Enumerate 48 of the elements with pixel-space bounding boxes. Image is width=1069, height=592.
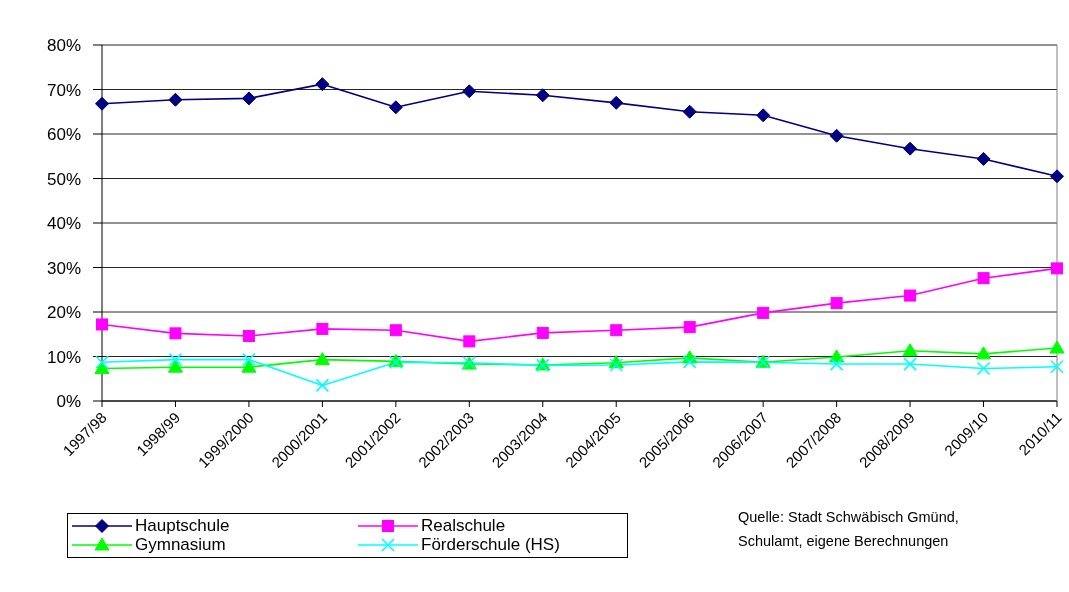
y-tick-label: 60% [46, 125, 81, 145]
point [1050, 169, 1064, 184]
y-tick-label: 40% [46, 214, 81, 234]
y-tick-label: 50% [46, 169, 81, 189]
point [314, 352, 330, 366]
legend-label: Hauptschule [135, 516, 230, 535]
y-tick-label: 20% [46, 303, 81, 323]
point [169, 327, 182, 340]
point [535, 88, 550, 103]
point [903, 141, 918, 156]
y-tick-label: 30% [46, 258, 81, 278]
y-tick-label: 10% [46, 347, 81, 367]
point [1049, 340, 1065, 354]
legend-label: Gymnasium [135, 535, 226, 554]
y-tick-label: 70% [46, 80, 81, 100]
source-note: Quelle: Stadt Schwäbisch Gmünd, Schulamt, eigene Berechnungen [738, 508, 959, 551]
legend-label: Förderschule (HS) [421, 535, 560, 554]
point [167, 359, 183, 373]
point [315, 77, 330, 92]
point [168, 92, 183, 107]
point [94, 361, 110, 375]
point [316, 322, 329, 335]
point [683, 321, 696, 334]
point [829, 128, 844, 143]
point [682, 104, 697, 119]
point [241, 359, 257, 373]
point [463, 335, 476, 348]
point [756, 108, 771, 123]
point [830, 297, 843, 310]
y-tick-label: 80% [46, 36, 81, 56]
point [757, 306, 770, 319]
point [976, 346, 992, 360]
y-tick-label: 0% [56, 392, 81, 412]
point [96, 318, 108, 331]
legend-label: Realschule [421, 516, 506, 535]
point [904, 289, 917, 302]
point [536, 326, 549, 339]
point [95, 96, 109, 111]
point [388, 100, 403, 115]
point [974, 151, 991, 166]
point [389, 324, 402, 337]
point [610, 324, 623, 337]
point [977, 272, 990, 285]
point [241, 91, 256, 106]
point [1051, 262, 1063, 275]
point [242, 330, 255, 343]
point [902, 343, 918, 357]
point [462, 84, 477, 99]
